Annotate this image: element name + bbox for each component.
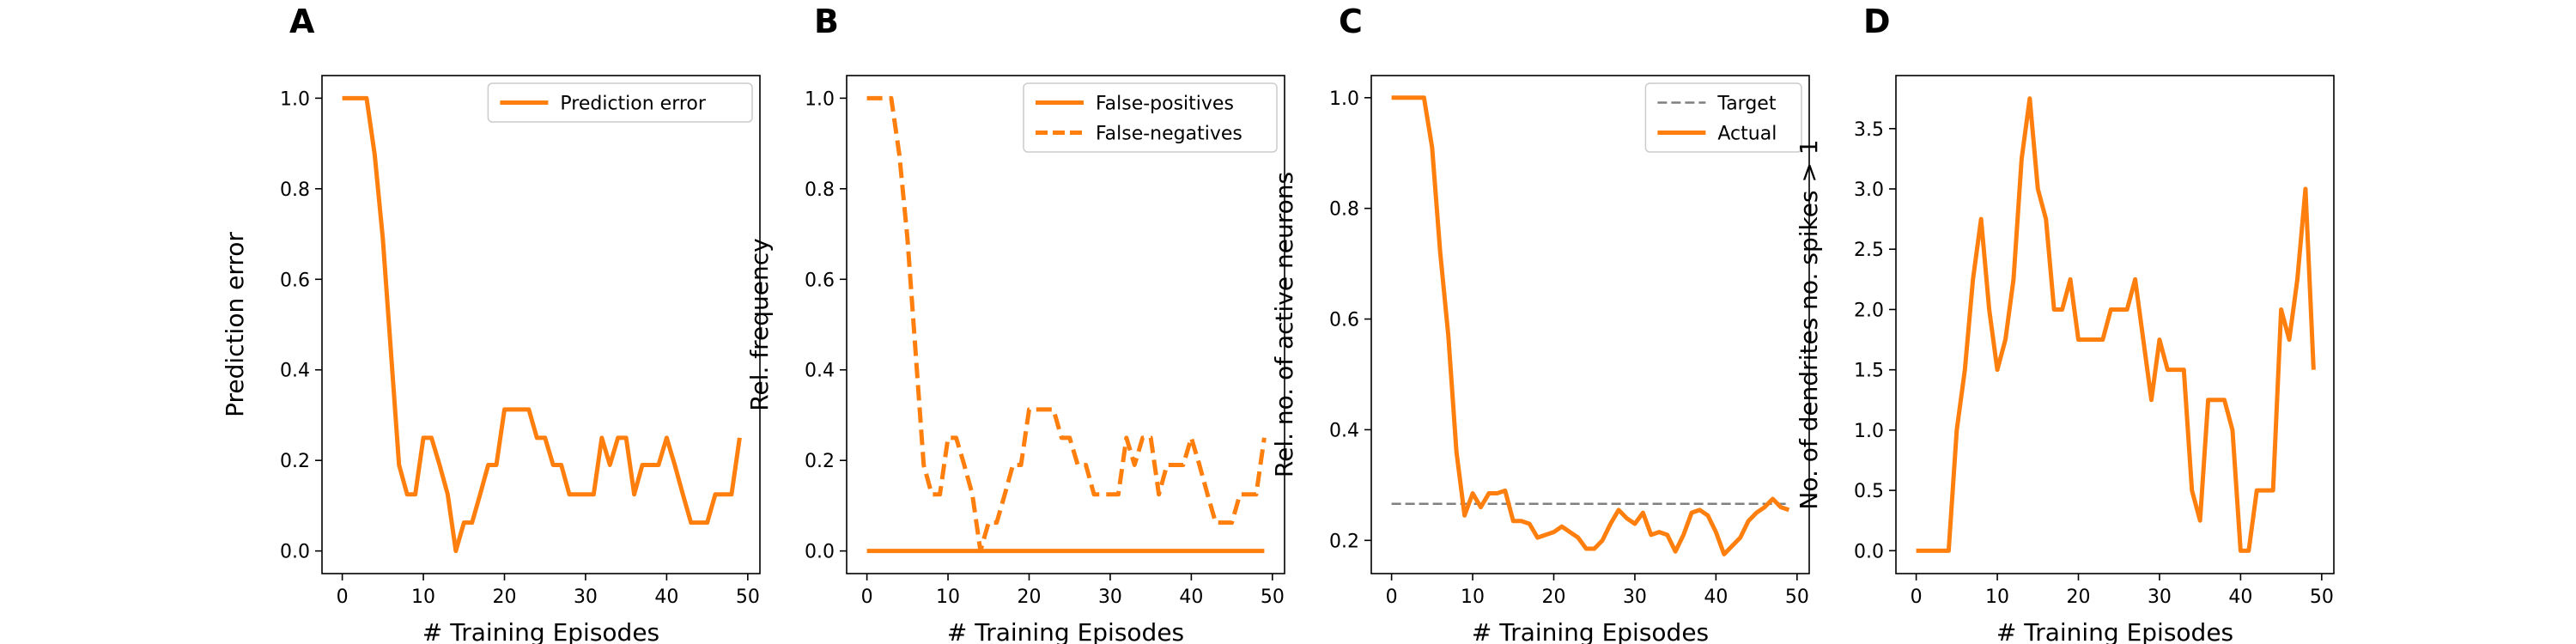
y-tick-label: 0.6 <box>280 270 310 291</box>
y-tick-label: 3.0 <box>1854 179 1884 201</box>
x-tick-label: 30 <box>574 586 598 608</box>
y-tick-label: 1.0 <box>805 88 835 110</box>
x-tick-label: 0 <box>1911 586 1923 608</box>
x-tick-label: 0 <box>861 586 873 608</box>
x-tick-label: 20 <box>1542 586 1566 608</box>
y-axis-label: Prediction error <box>221 232 249 417</box>
x-tick-label: 10 <box>936 586 960 608</box>
y-tick-label: 0.5 <box>1854 481 1884 502</box>
x-tick-label: 10 <box>1461 586 1485 608</box>
plot-frame <box>1370 75 1810 574</box>
y-tick-label: 0.6 <box>1329 310 1359 331</box>
panel-c: C 0 10 20 30 40 50 0.2 0.4 0.6 0.8 1.0 # Training Ep… <box>1270 3 1810 644</box>
legend: Prediction error <box>487 82 753 123</box>
plot-frame <box>321 75 761 574</box>
x-tick-label: 10 <box>411 586 435 608</box>
x-tick-label: 30 <box>1098 586 1122 608</box>
x-axis-label: # Training Episodes <box>947 618 1184 644</box>
y-tick-label: 1.5 <box>1854 361 1884 382</box>
panel-letter: C <box>1339 3 1363 40</box>
x-tick-label: 30 <box>2148 586 2172 608</box>
legend-label: False-negatives <box>1096 124 1242 145</box>
x-tick-label: 10 <box>1985 586 2009 608</box>
panel-letter: A <box>289 3 315 40</box>
panel-d: D 0 10 20 30 40 50 0.0 0.5 1.0 1.5 2.0 2.5 3.0 3.5 # Tr… <box>1795 3 2335 644</box>
y-tick-label: 1.0 <box>280 88 310 110</box>
x-tick-label: 0 <box>337 586 349 608</box>
y-tick-label: 3.5 <box>1854 119 1884 141</box>
panel-letter: D <box>1863 3 1891 40</box>
y-tick-label: 0.2 <box>1329 531 1359 552</box>
y-tick-label: 0.0 <box>1854 541 1884 562</box>
y-axis-label: Rel. frequency <box>745 238 774 410</box>
y-tick-label: 0.0 <box>280 542 310 563</box>
plot-frame <box>846 75 1285 574</box>
x-tick-label: 20 <box>2067 586 2091 608</box>
x-tick-label: 40 <box>2228 586 2252 608</box>
x-tick-label: 50 <box>2310 586 2334 608</box>
x-tick-label: 50 <box>1785 586 1809 608</box>
y-axis-label: Rel. no. of active neurons <box>1270 172 1298 477</box>
y-tick-label: 0.4 <box>1329 420 1359 441</box>
panel-a: A 0 10 20 30 40 50 0.0 0.2 0.4 0.6 0.8 1.0 # Training… <box>221 3 761 644</box>
x-tick-label: 20 <box>493 586 517 608</box>
y-tick-label: 1.0 <box>1854 421 1884 442</box>
legend-label: Actual <box>1717 124 1777 145</box>
x-tick-label: 50 <box>736 586 760 608</box>
y-tick-label: 0.8 <box>280 179 310 201</box>
legend-label: Target <box>1716 94 1776 115</box>
legend-label: False-positives <box>1096 94 1234 115</box>
legend: Target Actual <box>1644 82 1802 153</box>
panel-letter: B <box>814 3 839 40</box>
y-tick-label: 2.5 <box>1854 240 1884 261</box>
x-tick-label: 40 <box>654 586 678 608</box>
y-tick-label: 0.4 <box>805 361 835 382</box>
series-line <box>1916 96 2316 553</box>
y-tick-label: 0.2 <box>805 451 835 472</box>
y-tick-label: 0.0 <box>805 542 835 563</box>
panel-b: B 0 10 20 30 40 50 0.0 0.2 0.4 0.6 0.8 1.0 # Training… <box>745 3 1285 644</box>
x-tick-label: 40 <box>1179 586 1203 608</box>
y-tick-label: 0.8 <box>1329 199 1359 221</box>
legend-box <box>1023 82 1278 153</box>
legend-box <box>487 82 753 123</box>
y-tick-label: 0.2 <box>280 451 310 472</box>
x-tick-label: 30 <box>1623 586 1647 608</box>
x-axis-label: # Training Episodes <box>1472 618 1709 644</box>
legend-label: Prediction error <box>560 94 706 115</box>
y-tick-label: 1.0 <box>1329 88 1359 110</box>
x-tick-label: 40 <box>1704 586 1728 608</box>
x-tick-label: 50 <box>1261 586 1285 608</box>
x-axis-label: # Training Episodes <box>1996 618 2233 644</box>
series-line-prediction-error <box>342 95 742 554</box>
x-axis-label: # Training Episodes <box>422 618 659 644</box>
y-axis-label: No. of dendrites no. spikes > 1 <box>1795 139 1823 509</box>
plot-frame <box>1895 75 2335 574</box>
y-tick-label: 2.0 <box>1854 300 1884 321</box>
series-line-false-negatives <box>866 95 1267 554</box>
y-tick-label: 0.6 <box>805 270 835 291</box>
legend: False-positives False-negatives <box>1023 82 1278 153</box>
y-tick-label: 0.4 <box>280 361 310 382</box>
x-tick-label: 0 <box>1386 586 1398 608</box>
series-line-actual <box>1391 95 1790 556</box>
x-tick-label: 20 <box>1018 586 1042 608</box>
y-tick-label: 0.8 <box>805 179 835 201</box>
